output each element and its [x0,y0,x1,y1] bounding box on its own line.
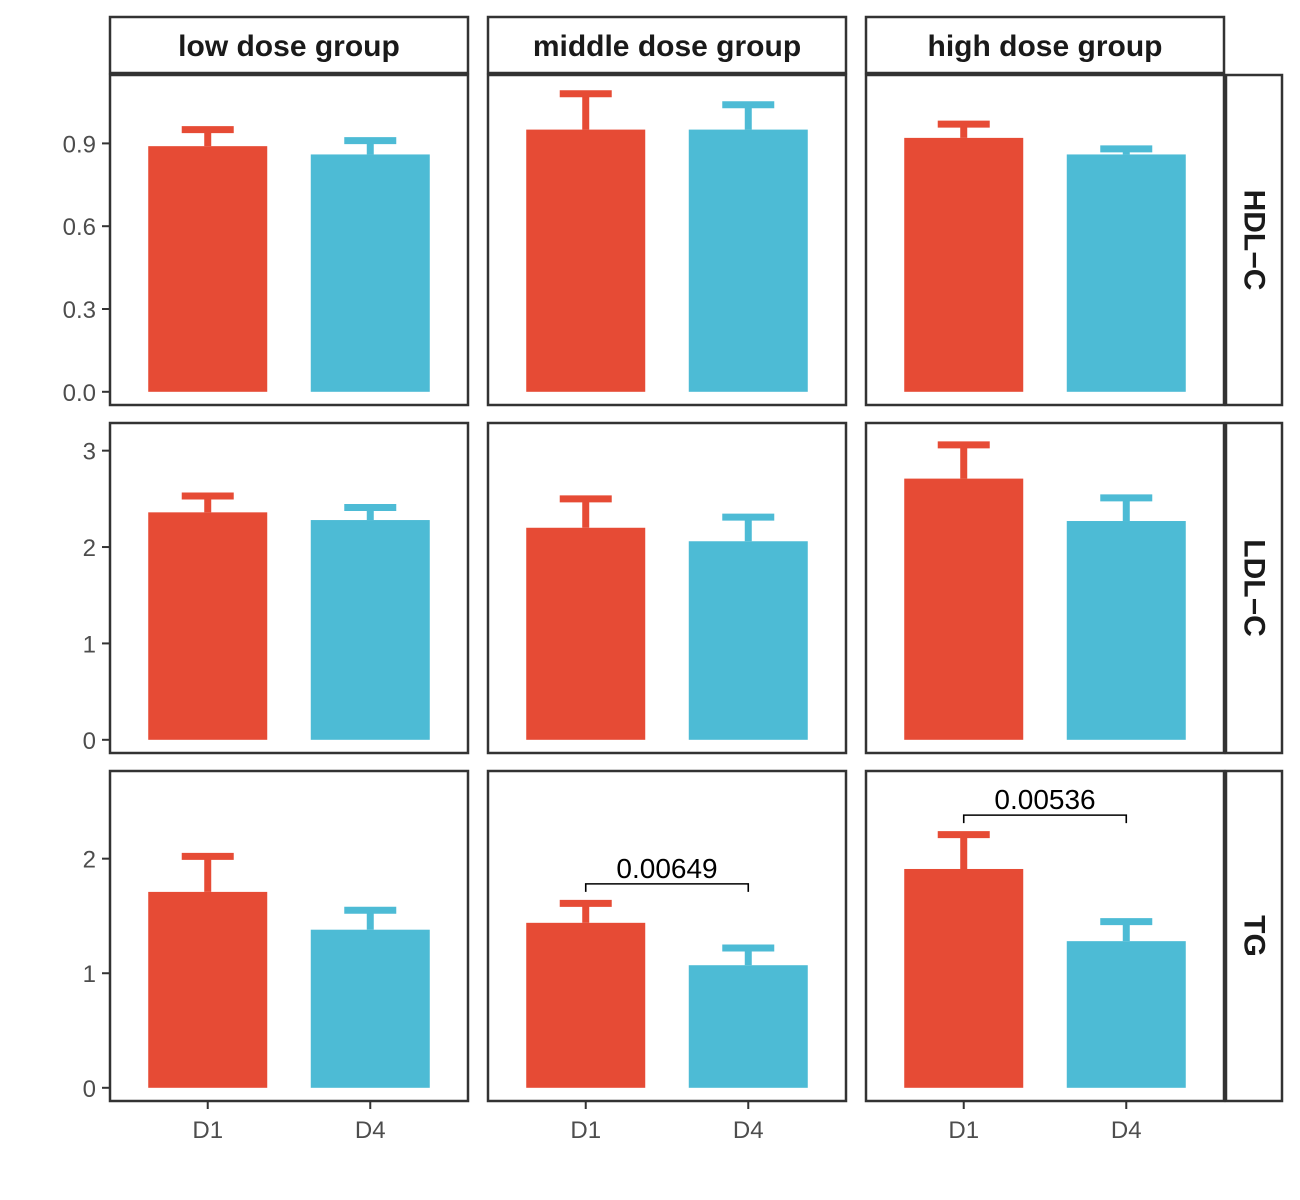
y-tick-label: 0 [83,1076,96,1103]
y-tick-label: 2 [83,535,96,562]
panel-border [864,421,1226,755]
row-strip [1224,73,1284,407]
panel-border [864,73,1226,407]
bar-D1 [148,891,268,1088]
bar-D4 [688,965,808,1088]
significance-p-value: 0.00536 [994,784,1095,815]
bar-D4 [310,520,430,740]
bar-D1 [904,137,1024,392]
panel-border [864,769,1226,1103]
bar-D4 [1066,521,1186,740]
y-tick-label: 3 [83,439,96,466]
x-tick-label: D1 [192,1117,223,1144]
bar-D4 [1066,154,1186,392]
panel-border [108,421,470,755]
column-strip-label: low dose group [178,30,400,63]
bar-D1 [904,868,1024,1088]
y-tick-label: 0.3 [63,297,96,324]
y-tick-label: 0.0 [63,380,96,407]
significance-bracket [962,814,1128,824]
column-strip [486,15,848,75]
bar-D1 [148,146,268,392]
row-strip [1224,769,1284,1103]
y-tick-label: 1 [83,961,96,988]
bar-D1 [526,922,646,1088]
column-strip-label: middle dose group [533,30,801,63]
y-tick-label: 0 [83,728,96,755]
panel-border [486,73,848,407]
column-strip [864,15,1226,75]
bar-D1 [148,512,268,740]
bar-D4 [310,154,430,392]
bar-D1 [526,527,646,740]
row-strip-label: LDL−C [1238,539,1271,637]
significance-p-value: 0.00649 [616,853,717,884]
x-tick-label: D1 [948,1117,979,1144]
y-tick-label: 2 [83,847,96,874]
bar-D4 [688,129,808,392]
row-strip-label: HDL−C [1238,190,1271,291]
y-tick-label: 0.6 [63,214,96,241]
panel-border [486,421,848,755]
panel-border [108,769,470,1103]
x-tick-label: D4 [355,1117,386,1144]
bar-D4 [688,541,808,740]
row-strip [1224,421,1284,755]
row-strip-label: TG [1238,915,1271,957]
bar-D1 [904,478,1024,740]
x-tick-label: D4 [1111,1117,1142,1144]
x-tick-label: D1 [570,1117,601,1144]
panel-border [108,73,470,407]
x-tick-label: D4 [733,1117,764,1144]
y-tick-label: 0.9 [63,131,96,158]
bar-D1 [526,129,646,392]
column-strip-label: high dose group [928,30,1163,63]
bar-D4 [310,929,430,1088]
panel-border [486,769,848,1103]
bar-D4 [1066,941,1186,1088]
column-strip [108,15,470,75]
significance-bracket [584,883,750,892]
y-tick-label: 1 [83,631,96,658]
